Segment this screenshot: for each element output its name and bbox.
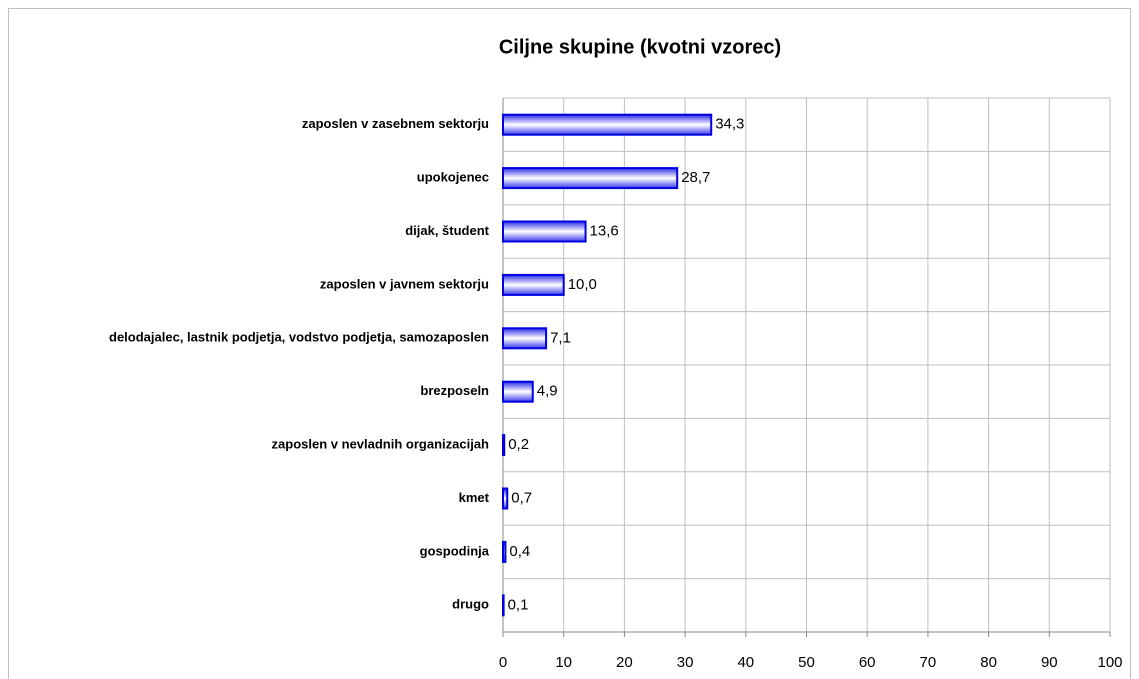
x-tick-label: 60 xyxy=(859,654,876,671)
x-tick-label: 90 xyxy=(1041,654,1058,671)
x-tick-label: 30 xyxy=(677,654,694,671)
value-label: 10,0 xyxy=(568,276,597,293)
y-tick-label: drugo xyxy=(452,597,489,612)
x-tick-label: 0 xyxy=(499,654,507,671)
value-label: 0,7 xyxy=(511,489,532,506)
x-tick-label: 40 xyxy=(737,654,754,671)
value-label: 0,1 xyxy=(508,596,529,613)
x-tick-label: 100 xyxy=(1097,654,1122,671)
chart-title: Ciljne skupine (kvotni vzorec) xyxy=(499,36,781,58)
bar xyxy=(502,273,565,296)
value-label: 0,2 xyxy=(508,436,529,453)
x-tick-label: 10 xyxy=(555,654,572,671)
x-tick-label: 70 xyxy=(920,654,937,671)
bar xyxy=(502,113,713,136)
bar xyxy=(502,380,534,403)
bar xyxy=(502,487,509,510)
bar xyxy=(502,167,679,190)
bar xyxy=(502,594,505,617)
y-tick-label: upokojenec xyxy=(417,170,489,185)
y-tick-label: kmet xyxy=(459,490,490,505)
value-label: 0,4 xyxy=(509,543,530,560)
y-tick-label: delodajalec, lastnik podjetja, vodstvo p… xyxy=(109,330,489,345)
y-tick-label: zaposlen v zasebnem sektorju xyxy=(302,116,489,131)
y-tick-label: zaposlen v nevladnih organizacijah xyxy=(272,437,490,452)
x-tick-label: 20 xyxy=(616,654,633,671)
bar xyxy=(502,434,506,457)
value-label: 13,6 xyxy=(590,222,619,239)
bar xyxy=(502,540,507,563)
x-tick-label: 80 xyxy=(980,654,997,671)
value-label: 7,1 xyxy=(550,329,571,346)
value-label: 4,9 xyxy=(537,383,558,400)
y-tick-label: brezposeln xyxy=(420,383,489,398)
bar xyxy=(502,220,587,243)
x-tick-label: 50 xyxy=(798,654,815,671)
value-label: 28,7 xyxy=(681,169,710,186)
y-tick-label: zaposlen v javnem sektorju xyxy=(320,276,489,291)
value-label: 34,3 xyxy=(715,116,744,133)
y-tick-label: dijak, študent xyxy=(405,223,489,238)
bar xyxy=(502,327,548,350)
y-tick-label: gospodinja xyxy=(420,543,490,558)
